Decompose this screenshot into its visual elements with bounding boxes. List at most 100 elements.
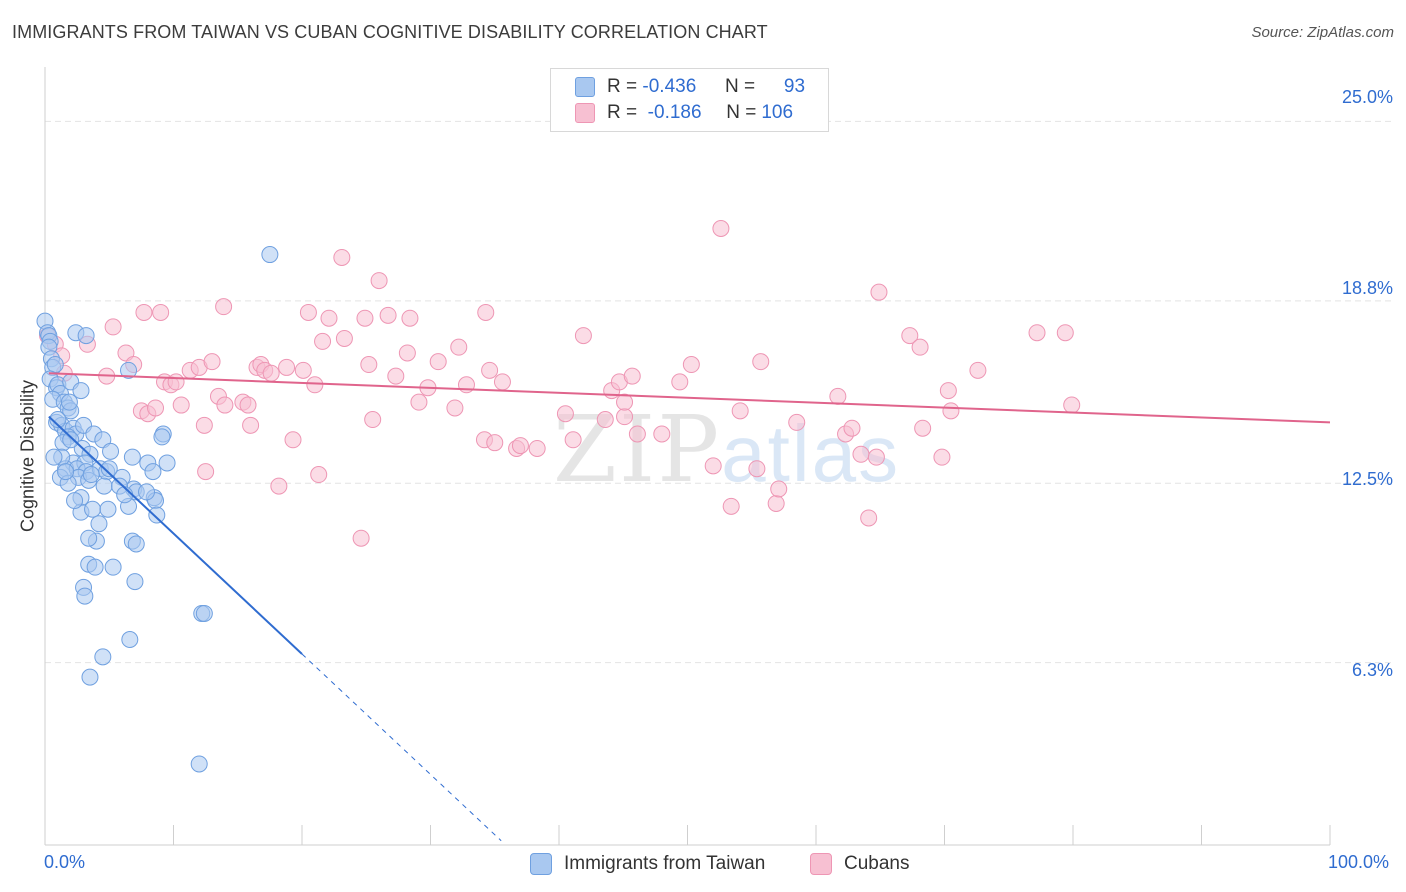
cuban-point xyxy=(486,434,504,452)
taiwan-point xyxy=(148,506,166,524)
taiwan-points xyxy=(36,246,279,773)
legend-item-taiwan[interactable]: Immigrants from Taiwan xyxy=(530,853,765,875)
cuban-point xyxy=(628,425,646,443)
cuban-point xyxy=(574,327,592,345)
source-credit: Source: ZipAtlas.com xyxy=(1251,24,1394,41)
cuban-point xyxy=(914,419,932,437)
taiwan-point xyxy=(102,442,120,460)
cuban-point xyxy=(370,272,388,290)
cuban-point xyxy=(616,408,634,426)
cuban-point xyxy=(852,445,870,463)
y-tick-label-25: 25.0% xyxy=(1341,87,1393,107)
taiwan-point xyxy=(100,460,118,478)
legend-item-cubans[interactable]: Cubans xyxy=(810,853,910,875)
cuban-point xyxy=(104,318,122,336)
cuban-point xyxy=(623,367,641,385)
x-tick-label-min: 0.0% xyxy=(44,852,86,872)
cuban-point xyxy=(135,303,153,321)
taiwan-point xyxy=(66,492,84,510)
cuban-point xyxy=(320,309,338,327)
stats-row-cubans: R = -0.186 N = 106 xyxy=(575,101,801,125)
cuban-point xyxy=(860,509,878,527)
cuban-swatch xyxy=(575,103,595,123)
taiwan-trend-extension xyxy=(301,653,502,842)
cuban-point xyxy=(867,448,885,466)
cuban-point xyxy=(299,303,317,321)
taiwan-point xyxy=(82,466,100,484)
cuban-point xyxy=(671,373,689,391)
y-axis-title: Cognitive Disability xyxy=(17,379,38,533)
cuban-point xyxy=(748,460,766,478)
cuban-point xyxy=(722,497,740,515)
cuban-point xyxy=(310,466,328,484)
cuban-point xyxy=(167,373,185,391)
cuban-point xyxy=(306,376,324,394)
x-tick-label-max: 100.0% xyxy=(1328,852,1390,872)
taiwan-point xyxy=(99,500,117,518)
cuban-point xyxy=(270,477,288,495)
cuban-point xyxy=(1056,324,1074,342)
cuban-point xyxy=(933,448,951,466)
cuban-point xyxy=(477,303,495,321)
cuban-point xyxy=(564,431,582,449)
cuban-swatch xyxy=(810,853,832,875)
cuban-point xyxy=(379,306,397,324)
cuban-point xyxy=(242,416,260,434)
y-tick-label-6-3: 6.3% xyxy=(1351,660,1393,680)
taiwan-point xyxy=(62,431,80,449)
taiwan-point xyxy=(120,361,138,379)
taiwan-point xyxy=(84,500,102,518)
taiwan-point xyxy=(195,604,213,622)
cuban-point xyxy=(528,439,546,457)
cuban-point xyxy=(731,402,749,420)
n-value: 93 xyxy=(783,76,806,97)
y-tick-label-18-8: 18.8% xyxy=(1341,278,1393,298)
taiwan-trend-line xyxy=(48,415,303,655)
taiwan-point xyxy=(95,477,113,495)
taiwan-point xyxy=(46,356,64,374)
cuban-point xyxy=(215,298,233,316)
cuban-point xyxy=(216,396,234,414)
cuban-point xyxy=(556,405,574,423)
taiwan-point xyxy=(76,587,94,605)
cuban-point xyxy=(197,463,215,481)
taiwan-point xyxy=(144,463,162,481)
cuban-point xyxy=(335,329,353,347)
cuban-point xyxy=(1063,396,1081,414)
cuban-point xyxy=(616,393,634,411)
taiwan-point xyxy=(127,535,145,553)
cuban-point xyxy=(356,309,374,327)
cuban-point xyxy=(704,457,722,475)
cuban-point xyxy=(450,338,468,356)
taiwan-point xyxy=(77,327,95,345)
taiwan-point xyxy=(49,411,67,429)
cuban-point xyxy=(911,338,929,356)
taiwan-point xyxy=(190,755,208,773)
cuban-point xyxy=(481,361,499,379)
cuban-point xyxy=(942,402,960,420)
cuban-point xyxy=(147,399,165,417)
cuban-point xyxy=(870,283,888,301)
taiwan-point xyxy=(60,393,78,411)
cuban-point xyxy=(401,309,419,327)
chart-title: IMMIGRANTS FROM TAIWAN VS CUBAN COGNITIV… xyxy=(12,22,768,42)
cuban-point xyxy=(314,332,332,350)
cuban-point xyxy=(653,425,671,443)
taiwan-point xyxy=(72,382,90,400)
stats-row-taiwan: R = -0.436 N = 93 xyxy=(575,75,805,99)
cuban-point xyxy=(294,361,312,379)
cuban-point xyxy=(770,480,788,498)
taiwan-point xyxy=(158,454,176,472)
taiwan-point xyxy=(261,246,279,264)
cuban-points xyxy=(39,220,1081,547)
cuban-point xyxy=(239,396,257,414)
cuban-point xyxy=(939,382,957,400)
y-tick-label-12-5: 12.5% xyxy=(1341,469,1393,489)
series-legend: Immigrants from Taiwan Cubans xyxy=(0,850,1406,880)
watermark-zip: ZIP xyxy=(553,396,722,503)
taiwan-point xyxy=(104,558,122,576)
taiwan-point xyxy=(45,448,63,466)
grid-lines xyxy=(45,120,1392,664)
cuban-point xyxy=(901,327,919,345)
n-label: N = xyxy=(726,102,757,123)
